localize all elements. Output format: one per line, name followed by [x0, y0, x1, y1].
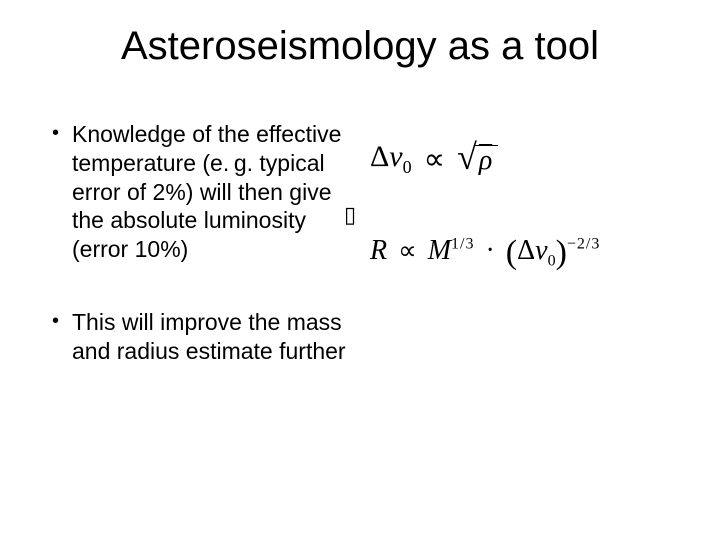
placeholder-glyph-icon: ▯ — [344, 202, 356, 228]
equation-1: Δν0 ∝ √ ρ — [370, 140, 700, 178]
proportional-symbol: ∝ — [420, 142, 449, 177]
cdot-symbol: · — [481, 235, 498, 266]
delta-nu-zero: Δν0 — [517, 235, 555, 266]
rho: ρ — [479, 145, 492, 176]
nu: ν — [389, 140, 402, 173]
nu: ν — [535, 235, 547, 266]
proportional-symbol: ∝ — [394, 236, 421, 265]
slide-title: Asteroseismology as a tool — [0, 24, 720, 69]
bullet-dot-icon: • — [52, 308, 72, 366]
capital-delta: Δ — [370, 140, 389, 173]
equation-block: Δν0 ∝ √ ρ ▯ R ∝ M1/3 · (Δν0)−2/3 — [370, 140, 700, 272]
exponent-one-third: 1/3 — [451, 236, 474, 253]
delta-nu-zero: Δν0 — [370, 140, 412, 178]
variable-r: R — [370, 235, 387, 266]
exponent-neg-two-thirds: −2/3 — [567, 236, 600, 253]
variable-m: M — [428, 235, 451, 266]
bullet-item: • Knowledge of the effective temperature… — [52, 120, 362, 264]
subscript-zero: 0 — [548, 253, 556, 270]
slide: Asteroseismology as a tool • Knowledge o… — [0, 0, 720, 540]
bullet-list: • Knowledge of the effective temperature… — [52, 120, 362, 409]
bullet-text: This will improve the mass and radius es… — [72, 308, 362, 366]
square-root: √ ρ — [457, 143, 498, 175]
bullet-text: Knowledge of the effective temperature (… — [72, 120, 362, 264]
open-paren: ( — [506, 234, 517, 271]
rho-bar: ρ — [475, 145, 498, 175]
bullet-dot-icon: • — [52, 120, 72, 264]
bullet-item: • This will improve the mass and radius … — [52, 308, 362, 366]
close-paren: ) — [556, 234, 567, 271]
subscript-zero: 0 — [403, 157, 412, 177]
equation-2: R ∝ M1/3 · (Δν0)−2/3 — [370, 234, 700, 272]
capital-delta: Δ — [517, 235, 535, 266]
